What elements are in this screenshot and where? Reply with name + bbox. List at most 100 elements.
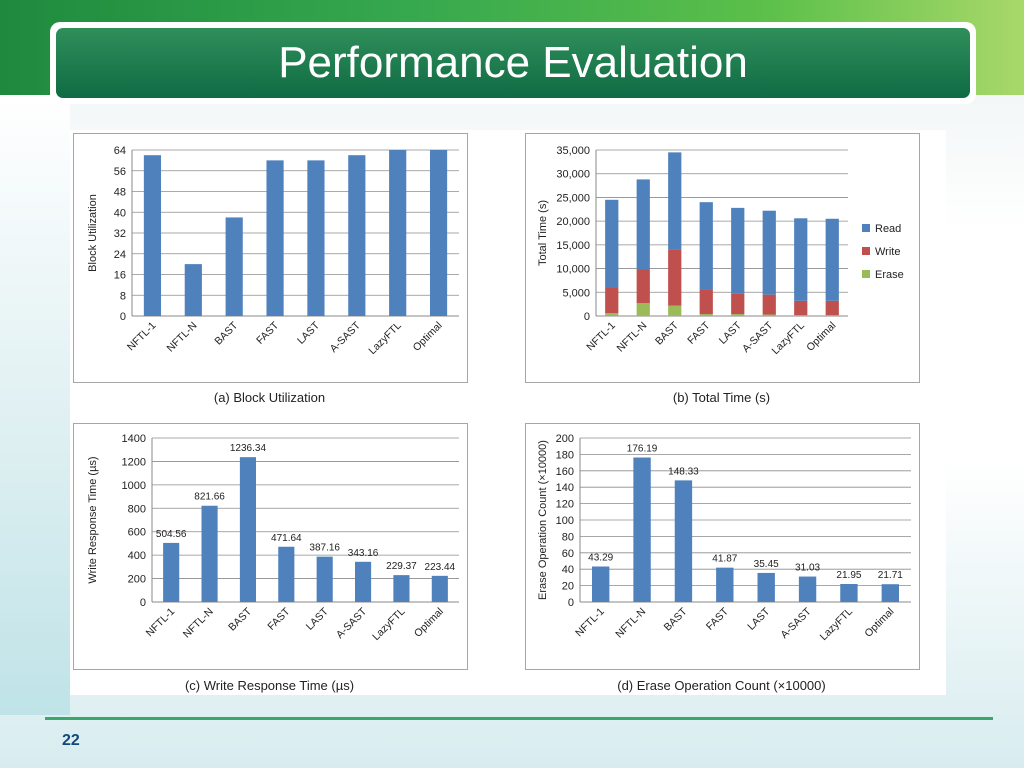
x-tick-label: LAST <box>745 605 772 632</box>
legend-label: Write <box>875 246 900 258</box>
page-number: 22 <box>62 732 80 749</box>
data-label: 35.45 <box>754 559 779 570</box>
bar-optimal <box>429 150 448 316</box>
bar-fast <box>266 160 284 316</box>
x-tick-label: NFTL-N <box>614 320 649 355</box>
y-tick-label: 1400 <box>122 433 146 445</box>
y-tick-label: 180 <box>556 449 574 461</box>
bar-a-sast <box>798 576 817 602</box>
x-tick-label: LazyFTL <box>370 606 407 643</box>
charts-area: 0 8 16 24 32 40 48 56 64 Block Utilization NFTL-1 N… <box>70 130 946 695</box>
chart-caption-c: (c) Write Response Time (µs) <box>184 678 355 693</box>
legend-swatch-read <box>862 224 870 232</box>
bar-write-optimal <box>825 300 839 316</box>
x-tick-label: A-SAST <box>778 605 814 641</box>
x-tick-label: BAST <box>662 605 690 633</box>
x-tick-label: BAST <box>226 605 254 633</box>
data-label: 31.03 <box>795 563 820 574</box>
footer-divider <box>45 717 993 720</box>
y-tick-label: 8 <box>120 290 126 302</box>
y-tick-label: 0 <box>568 597 574 609</box>
y-tick-label: 64 <box>114 145 126 157</box>
write-response-time-chart: 0 200 400 600 800 1000 1200 1400 Write Response … <box>87 433 459 643</box>
y-tick-label: 40 <box>562 564 574 576</box>
bar-optimal <box>881 584 900 602</box>
legend-swatch-erase <box>862 270 870 278</box>
y-tick-label: 1000 <box>122 480 146 492</box>
x-tick-label: Optimal <box>804 320 838 354</box>
y-tick-label: 160 <box>556 466 574 478</box>
y-tick-label: 80 <box>562 531 574 543</box>
bar-write-nftl-n <box>636 269 650 304</box>
y-tick-label: 60 <box>562 548 574 560</box>
bar-bast <box>674 480 693 602</box>
bar-write-bast <box>668 249 682 306</box>
bar-read-bast <box>668 152 682 250</box>
y-tick-label: 1200 <box>122 456 146 468</box>
bar-fast <box>716 567 734 602</box>
chart-caption-d: (d) Erase Operation Count (×10000) <box>617 678 826 693</box>
bar-erase-lazyftl <box>794 315 808 316</box>
y-tick-label: 16 <box>114 270 126 282</box>
x-tick-label: LazyFTL <box>769 320 806 357</box>
x-tick-label: NFTL-N <box>181 606 216 641</box>
y-tick-label: 200 <box>128 574 146 586</box>
bar-read-a-sast <box>762 210 776 295</box>
y-tick-label: 32 <box>114 228 126 240</box>
legend-label: Erase <box>875 269 904 281</box>
bar-erase-fast <box>699 314 713 316</box>
data-label: 21.71 <box>878 570 903 581</box>
y-tick-label: 0 <box>140 597 146 609</box>
bar-nftl-1 <box>591 566 610 602</box>
data-label: 223.44 <box>425 562 456 573</box>
chart-caption-b: (b) Total Time (s) <box>672 390 771 405</box>
bar-lazyftl <box>840 584 858 602</box>
bar-nftl-1 <box>163 542 180 602</box>
x-tick-label: Optimal <box>411 320 445 354</box>
bar-erase-bast <box>668 305 682 316</box>
y-tick-label: 0 <box>120 311 126 323</box>
bar-write-fast <box>699 289 713 315</box>
y-tick-label: 24 <box>114 249 126 261</box>
data-label: 343.16 <box>348 548 379 559</box>
bar-write-a-sast <box>762 294 776 315</box>
bar-bast <box>225 217 243 316</box>
bar-read-optimal <box>825 218 839 301</box>
bar-erase-optimal <box>825 315 839 316</box>
x-tick-label: A-SAST <box>334 605 370 641</box>
y-tick-label: 200 <box>556 433 574 445</box>
y-tick-label: 35,000 <box>556 145 590 157</box>
x-tick-label: NFTL-1 <box>125 320 159 354</box>
y-tick-label: 5,000 <box>562 287 590 299</box>
y-tick-label: 10,000 <box>556 264 590 276</box>
data-label: 504.56 <box>156 529 187 540</box>
bar-last <box>316 556 333 602</box>
bar-lazyftl <box>393 575 410 602</box>
bar-optimal <box>431 575 448 602</box>
data-label: 387.16 <box>309 543 340 554</box>
x-tick-label: LazyFTL <box>818 606 855 643</box>
chart-caption-a: (a) Block Utilization <box>213 390 326 405</box>
y-tick-label: 25,000 <box>556 192 590 204</box>
bar-read-lazyftl <box>794 218 808 301</box>
bar-write-last <box>731 293 745 315</box>
total-time-chart: 0 5,000 10,000 15,000 20,000 25,000 30,000 35,0… <box>537 145 904 357</box>
bar-erase-last <box>731 314 745 316</box>
decorative-wave <box>0 95 70 715</box>
y-axis-label: Block Utilization <box>87 194 99 272</box>
y-tick-label: 20 <box>562 581 574 593</box>
x-tick-label: FAST <box>254 319 281 346</box>
bar-read-last <box>731 207 745 294</box>
bar-write-lazyftl <box>794 300 808 316</box>
data-label: 43.29 <box>588 553 613 564</box>
bar-nftl-n <box>633 457 651 602</box>
bar-fast <box>278 546 295 602</box>
chart-panel-block-utilization: 0 8 16 24 32 40 48 56 64 Block Utilization NFTL-1 N… <box>73 133 468 383</box>
bar-read-fast <box>699 202 713 290</box>
y-tick-label: 400 <box>128 550 146 562</box>
data-label: 471.64 <box>271 533 302 544</box>
y-tick-label: 56 <box>114 166 126 178</box>
x-tick-label: LAST <box>717 319 744 346</box>
title-bar: Performance Evaluation <box>56 28 970 98</box>
bar-bast <box>239 457 256 602</box>
